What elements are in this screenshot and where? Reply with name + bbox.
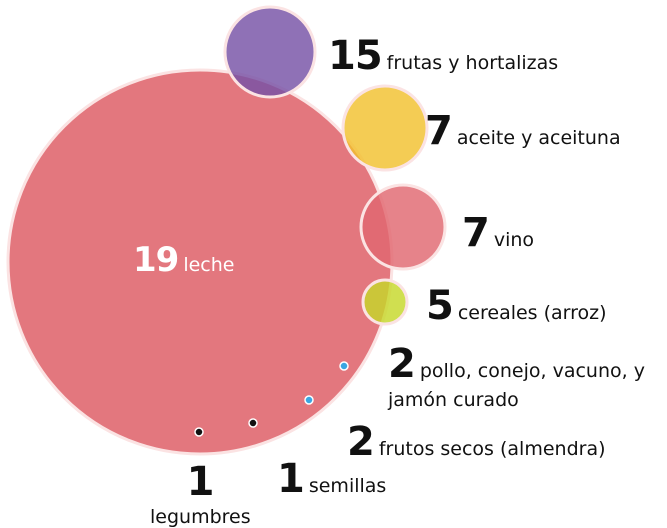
bubble-label: 7 vino — [462, 213, 534, 253]
bubble-label: 19 leche — [133, 243, 234, 277]
value-label: 2 — [347, 419, 375, 465]
value-label: 1 — [277, 456, 305, 502]
value-label: 5 — [426, 283, 454, 329]
category-label: pollo, conejo, vacuno, y jamón curado — [388, 360, 645, 411]
value-label: 2 — [388, 341, 416, 387]
bubble — [359, 183, 447, 271]
category-label: semillas — [308, 475, 387, 497]
category-label: aceite y aceituna — [456, 127, 621, 149]
category-label: vino — [493, 229, 535, 251]
bubble — [304, 395, 314, 405]
bubble-label: 2 frutos secos (almendra) — [347, 422, 606, 462]
value-label: 19 — [133, 240, 179, 280]
category-label: frutas y hortalizas — [386, 52, 559, 74]
category-label: frutos secos (almendra) — [378, 438, 606, 460]
bubble — [248, 418, 258, 428]
category-label: cereales (arroz) — [457, 302, 607, 324]
bubble — [194, 427, 204, 437]
bubble-label: 7 aceite y aceituna — [425, 111, 621, 151]
value-label: 15 — [328, 33, 383, 79]
bubble-label: 1 legumbres — [150, 459, 251, 528]
bubble-label: 1 semillas — [277, 459, 386, 499]
bubble — [341, 84, 429, 172]
value-label: 1 — [186, 459, 215, 505]
bubble — [223, 5, 317, 99]
bubble-label: 5 cereales (arroz) — [426, 286, 607, 326]
bubble — [339, 361, 349, 371]
bubble-label: 15 frutas y hortalizas — [328, 36, 558, 76]
bubble-label: 2 pollo, conejo, vacuno, y jamón curado — [388, 344, 667, 415]
category-label: legumbres — [150, 506, 251, 528]
value-label: 7 — [462, 210, 490, 256]
bubble — [361, 278, 409, 326]
value-label: 7 — [425, 108, 453, 154]
category-label: leche — [183, 254, 235, 276]
